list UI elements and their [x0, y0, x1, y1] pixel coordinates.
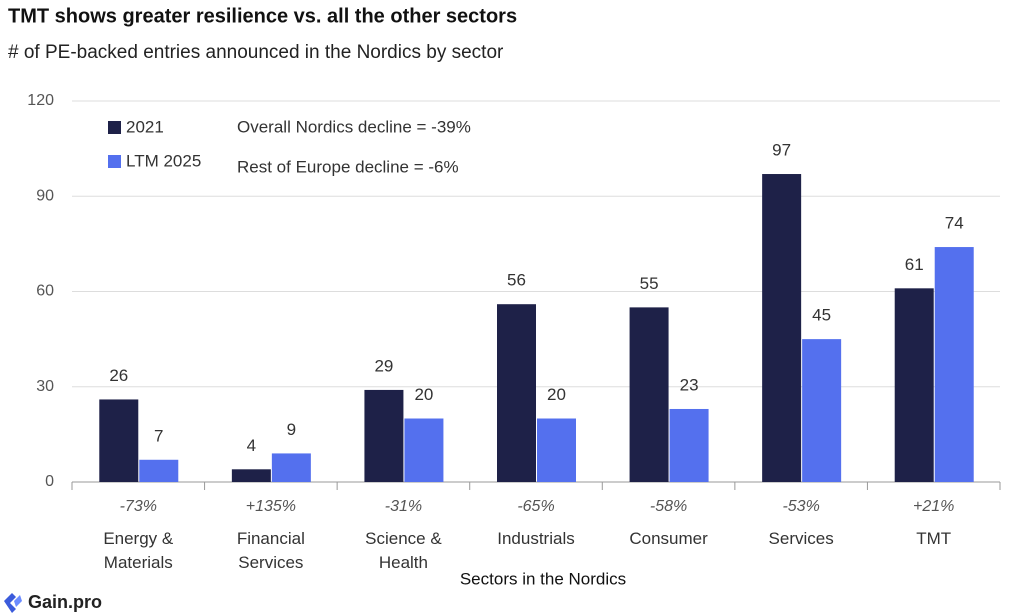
y-tick-label: 30: [36, 378, 54, 395]
x-tick-label: Consumer: [629, 529, 708, 548]
bar: [802, 339, 842, 482]
value-label: 61: [905, 255, 924, 274]
legend-label: 2021: [126, 117, 164, 136]
bar: [537, 418, 576, 482]
change-label: +21%: [913, 498, 954, 515]
value-label: 97: [772, 141, 791, 160]
logo-text: Gain.pro: [28, 592, 102, 612]
x-tick-label: TMT: [916, 529, 952, 548]
legend-swatch: [108, 155, 121, 168]
bar: [669, 408, 709, 482]
value-label: 4: [247, 436, 256, 455]
annotation: Rest of Europe decline = -6%: [237, 157, 459, 176]
bar: [404, 418, 444, 482]
change-label: -73%: [120, 498, 157, 515]
change-label: -58%: [650, 498, 687, 515]
y-tick-label: 60: [36, 283, 54, 300]
bar: [762, 174, 802, 482]
value-label: 45: [812, 306, 831, 325]
chart-subtitle: # of PE-backed entries announced in the …: [8, 42, 504, 63]
legend-swatch: [108, 121, 121, 134]
bar: [934, 247, 974, 482]
x-tick-label: Science & Health: [365, 529, 442, 572]
value-label: 20: [414, 385, 433, 404]
y-tick-label: 90: [36, 187, 54, 204]
value-label: 23: [680, 375, 699, 394]
value-label: 20: [547, 385, 566, 404]
x-tick-label: Financial Services: [236, 529, 305, 572]
y-tick-label: 120: [27, 92, 54, 109]
value-label: 26: [109, 366, 128, 385]
change-label: -65%: [517, 498, 554, 515]
value-label: 9: [287, 420, 296, 439]
chart-title: TMT shows greater resilience vs. all the…: [8, 5, 517, 27]
change-label: +135%: [246, 498, 296, 515]
x-axis-title: Sectors in the Nordics: [460, 569, 626, 588]
value-label: 55: [640, 274, 659, 293]
bar: [629, 307, 669, 482]
change-label: -53%: [782, 498, 819, 515]
bar: [139, 459, 179, 482]
bar: [271, 453, 311, 482]
legend-label: LTM 2025: [126, 151, 201, 170]
change-label: -31%: [385, 498, 422, 515]
bar: [231, 469, 271, 482]
y-tick-label: 0: [45, 473, 54, 490]
value-label: 7: [154, 426, 163, 445]
annotation: Overall Nordics decline = -39%: [237, 117, 471, 136]
bar: [497, 304, 536, 482]
x-tick-label: Services: [768, 529, 834, 548]
bar: [99, 399, 139, 482]
x-tick-label: Industrials: [497, 529, 575, 548]
bar: [364, 389, 404, 482]
bar: [894, 288, 934, 482]
logo-icon: [4, 593, 22, 613]
value-label: 74: [945, 214, 964, 233]
value-label: 56: [507, 271, 526, 290]
value-label: 29: [374, 356, 393, 375]
x-tick-label: Energy & Materials: [103, 529, 174, 572]
